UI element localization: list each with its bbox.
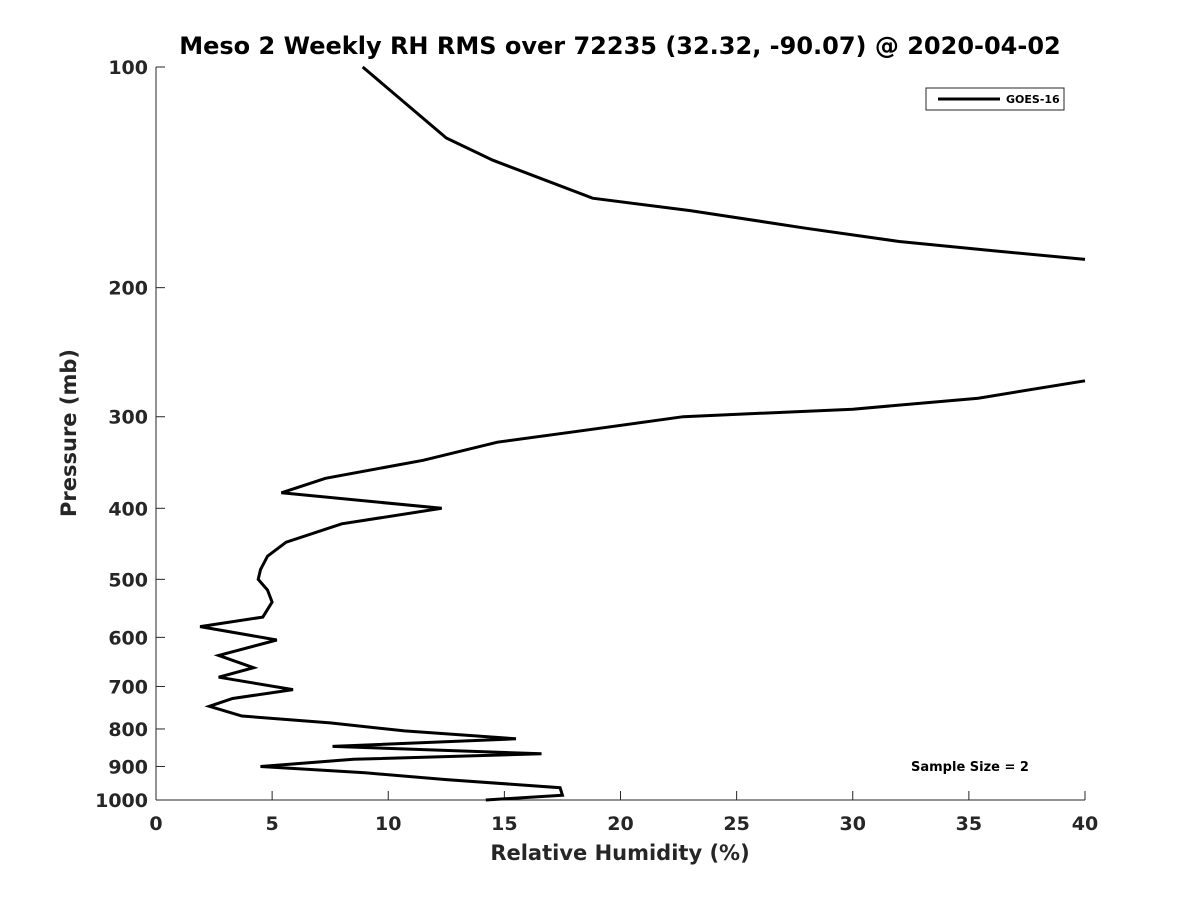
y-tick-label: 200 [108,278,148,300]
chart-title: Meso 2 Weekly RH RMS over 72235 (32.32, … [179,32,1061,60]
plot-area [155,67,1085,801]
y-tick-label: 1000 [95,790,148,812]
y-axis-ticks: 100 200 300 400 500 600 700 800 900 1000 [95,57,165,812]
x-tick-label: 15 [491,813,517,835]
x-tick-label: 0 [149,813,162,835]
y-tick-label: 500 [108,569,148,591]
plot-background [156,67,1085,800]
y-tick-label: 600 [108,627,148,649]
y-tick-label: 400 [108,498,148,520]
y-tick-label: 100 [108,57,148,79]
x-tick-label: 35 [956,813,982,835]
y-axis-label: Pressure (mb) [57,349,81,517]
x-tick-label: 10 [375,813,401,835]
y-tick-label: 900 [108,756,148,778]
y-tick-label: 700 [108,676,148,698]
x-tick-label: 25 [723,813,749,835]
series-line-goes-16-segment-1 [361,65,1086,261]
x-axis-label: Relative Humidity (%) [490,841,749,865]
series-layer [199,65,1086,802]
sample-size-annotation: Sample Size = 2 [911,760,1029,775]
x-axis-ticks: 0 5 10 15 20 25 30 35 40 [149,791,1098,835]
x-tick-label: 5 [266,813,279,835]
series-line-goes-16-segment-2 [199,379,1086,802]
y-tick-label: 300 [108,407,148,429]
y-tick-label: 800 [108,719,148,741]
x-tick-label: 20 [607,813,633,835]
legend-label-goes-16: GOES-16 [1006,93,1060,106]
legend: GOES-16 [925,87,1065,111]
x-tick-label: 30 [840,813,866,835]
x-tick-label: 40 [1072,813,1098,835]
